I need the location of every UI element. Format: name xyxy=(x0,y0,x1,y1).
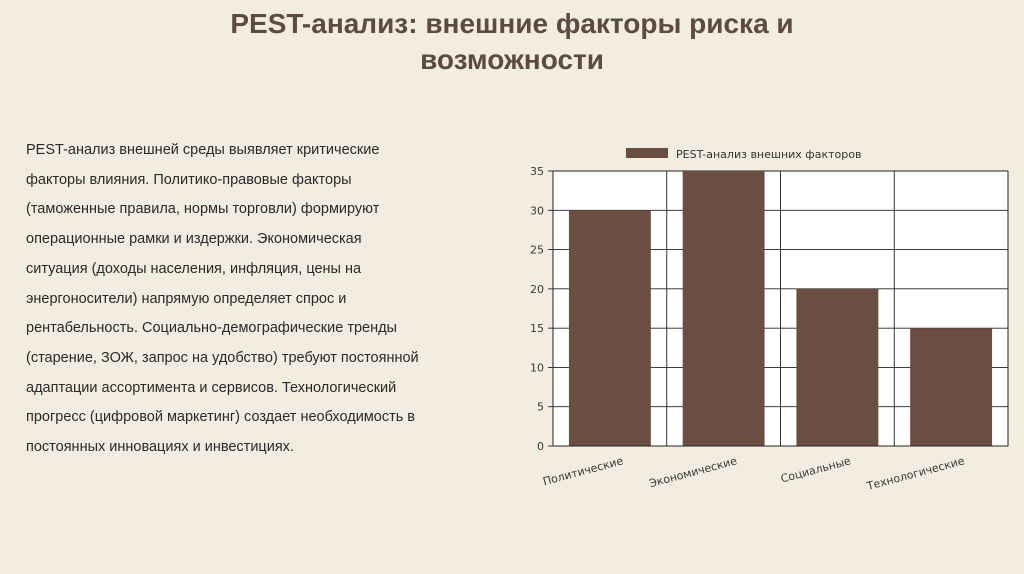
body-line: (старение, ЗОЖ, запрос на удобство) треб… xyxy=(26,349,419,366)
y-tick-label: 5 xyxy=(537,401,544,414)
body-line: адаптации ассортимента и сервисов. Техно… xyxy=(26,379,397,396)
body-paragraph: PEST-анализ внешней среды выявляет крити… xyxy=(26,136,486,463)
x-tick-label: Социальные xyxy=(779,454,852,485)
slide-title-line-2: возможности xyxy=(420,44,604,75)
body-line: ситуация (доходы населения, инфляция, це… xyxy=(26,260,362,277)
body-line: операционные рамки и издержки. Экономиче… xyxy=(26,231,362,248)
body-line: PEST-анализ внешней среды выявляет крити… xyxy=(26,142,380,158)
body-line: энергоносители) напрямую определяет спро… xyxy=(26,290,347,307)
bar xyxy=(910,328,993,446)
legend-swatch xyxy=(626,148,668,158)
x-tick-label: Политические xyxy=(541,454,624,488)
x-tick-label: Экономические xyxy=(648,454,739,490)
y-tick-label: 25 xyxy=(530,244,544,257)
y-tick-label: 0 xyxy=(537,440,544,453)
bar xyxy=(568,210,651,446)
slide-title: PEST-анализ: внешние факторы риска и воз… xyxy=(0,6,1024,78)
y-tick-label: 35 xyxy=(530,165,544,178)
y-tick-label: 30 xyxy=(530,204,544,217)
legend-label: PEST-анализ внешних факторов xyxy=(676,148,861,161)
bar xyxy=(796,288,879,446)
body-line: (таможенные правила, нормы торговли) фор… xyxy=(26,201,380,218)
bar xyxy=(682,171,765,446)
body-line: прогресс (цифровой маркетинг) создает не… xyxy=(26,409,416,426)
slide-title-line-1: PEST-анализ: внешние факторы риска и xyxy=(230,8,794,39)
body-line: факторы влияния. Политико-правовые факто… xyxy=(26,171,352,188)
x-tick-label: Технологические xyxy=(865,454,967,493)
body-line: рентабельность. Социально-демографически… xyxy=(26,320,397,337)
body-line: постоянных инновациях и инвестициях. xyxy=(26,439,294,456)
y-tick-label: 20 xyxy=(530,283,544,296)
y-tick-label: 10 xyxy=(530,361,544,374)
y-tick-label: 15 xyxy=(530,322,544,335)
